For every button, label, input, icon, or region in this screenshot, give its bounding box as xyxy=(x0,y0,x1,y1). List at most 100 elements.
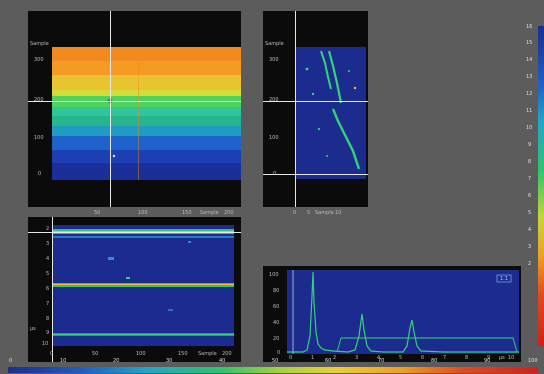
vertical-palette-tick: 8 xyxy=(528,159,532,165)
horizontal-palette-tick: 0 xyxy=(9,358,13,364)
a-scan-x-tick: 7 xyxy=(443,355,447,361)
vertical-palette-tick: 3 xyxy=(528,244,532,250)
a-scan-plot xyxy=(287,270,519,354)
b-scan-x-tick: 10 xyxy=(335,210,342,216)
d-scan-y-tick: 3 xyxy=(46,241,50,247)
a-scan-x-tick: 8 xyxy=(465,355,469,361)
vertical-palette-tick: 2 xyxy=(528,261,532,267)
horizontal-palette-tick: 90 xyxy=(484,358,491,364)
c-scan-x-tick: 100 xyxy=(138,210,148,216)
a-scan-x-tick: 3 xyxy=(355,355,359,361)
a-scan-y-tick: 40 xyxy=(273,320,280,326)
vertical-palette-tick: 16 xyxy=(526,24,533,30)
vertical-palette-tick: 10 xyxy=(526,125,533,131)
horizontal-palette-tick: 30 xyxy=(166,358,173,364)
a-scan-panel[interactable]: 1:1 100 80 60 40 20 0 0 1 2 3 4 5 6 7 8 … xyxy=(263,266,521,362)
vertical-palette-tick: 11 xyxy=(526,108,533,114)
vertical-color-palette[interactable]: 16 15 14 13 12 11 10 9 8 7 6 5 4 3 2 xyxy=(524,20,544,346)
vertical-palette-tick: 9 xyxy=(528,142,532,148)
vertical-palette-tick: 7 xyxy=(528,176,532,182)
vertical-palette-tick: 12 xyxy=(526,91,533,97)
c-scan-x-unit: Sample xyxy=(200,210,219,216)
b-scan-cursor-bottom[interactable] xyxy=(263,174,368,175)
c-scan-y-tick: 300 xyxy=(34,57,44,63)
d-scan-panel[interactable]: 2 3 4 5 6 7 8 μs 9 10 0 50 100 150 Sampl… xyxy=(28,217,241,362)
vertical-palette-tick: 5 xyxy=(528,210,532,216)
horizontal-palette-bar xyxy=(8,367,538,373)
d-scan-y-tick: 10 xyxy=(42,341,49,347)
horizontal-palette-tick: 50 xyxy=(272,358,279,364)
a-scan-y-tick: 100 xyxy=(269,272,279,278)
b-scan-cursor-top[interactable] xyxy=(263,101,368,102)
a-scan-x-unit: μs xyxy=(499,355,505,361)
c-scan-y-tick: 200 xyxy=(34,97,44,103)
d-scan-y-tick: 7 xyxy=(46,301,50,307)
b-scan-y-tick: 0 xyxy=(273,171,277,177)
horizontal-palette-tick: 70 xyxy=(378,358,385,364)
d-scan-y-tick: 5 xyxy=(46,271,50,277)
d-scan-cursor-horizontal[interactable] xyxy=(28,232,241,233)
b-scan-panel[interactable]: Sample 300 200 100 0 0 5 Sample 10 xyxy=(263,11,368,216)
c-scan-x-tick: 200 xyxy=(224,210,234,216)
a-scan-x-tick: 6 xyxy=(421,355,425,361)
b-scan-y-tick: 300 xyxy=(269,57,279,63)
vertical-palette-bar xyxy=(538,26,544,346)
a-scan-x-tick: 2 xyxy=(333,355,337,361)
d-scan-y-tick: 6 xyxy=(46,286,50,292)
c-scan-x-tick: 150 xyxy=(182,210,192,216)
b-scan-y-tick: 200 xyxy=(269,97,279,103)
horizontal-palette-tick: 10 xyxy=(60,358,67,364)
a-scan-x-tick: 9 xyxy=(487,355,491,361)
a-scan-x-tick: 4 xyxy=(377,355,381,361)
a-scan-badge[interactable]: 1:1 xyxy=(500,276,509,282)
horizontal-palette-tick: 20 xyxy=(113,358,120,364)
c-scan-cursor-horizontal[interactable] xyxy=(28,101,241,102)
b-scan-y-tick: 100 xyxy=(269,135,279,141)
horizontal-color-palette[interactable]: 0 10 20 30 40 50 60 70 80 90 100 xyxy=(0,354,544,374)
vertical-palette-tick: 15 xyxy=(526,40,533,46)
a-scan-waveform xyxy=(287,271,519,353)
b-scan-x-tick: 5 xyxy=(307,210,311,216)
d-scan-x-unit: Sample xyxy=(198,351,217,357)
d-scan-x-tick: 100 xyxy=(136,351,146,357)
a-scan-y-tick: 0 xyxy=(277,350,281,356)
horizontal-palette-tick: 60 xyxy=(325,358,332,364)
vertical-palette-tick: 14 xyxy=(526,57,533,63)
vertical-palette-tick: 13 xyxy=(526,74,533,80)
d-scan-y-tick: 9 xyxy=(46,330,50,336)
horizontal-palette-tick: 100 xyxy=(528,358,538,364)
b-scan-x-unit: Sample xyxy=(315,210,334,216)
c-scan-image xyxy=(52,47,241,180)
b-scan-y-unit: Sample xyxy=(265,41,284,47)
a-scan-x-tick: 1 xyxy=(311,355,315,361)
c-scan-y-tick: 100 xyxy=(34,135,44,141)
d-scan-image xyxy=(52,225,234,346)
horizontal-palette-tick: 80 xyxy=(431,358,438,364)
c-scan-y-unit: Sample xyxy=(30,41,49,47)
d-scan-x-tick: 0 xyxy=(50,351,54,357)
b-scan-image xyxy=(295,47,366,179)
d-scan-x-tick: 50 xyxy=(92,351,99,357)
d-scan-x-tick: 150 xyxy=(178,351,188,357)
a-scan-x-tick: 0 xyxy=(289,355,293,361)
d-scan-y-unit: μs xyxy=(30,326,36,332)
a-scan-y-tick: 80 xyxy=(273,288,280,294)
a-scan-x-tick: 5 xyxy=(399,355,403,361)
vertical-palette-tick: 4 xyxy=(528,227,532,233)
b-scan-cursor-vertical[interactable] xyxy=(295,11,296,207)
c-scan-y-tick: 0 xyxy=(38,171,42,177)
c-scan-panel[interactable]: Sample 300 200 100 0 50 100 150 Sample 2… xyxy=(28,11,241,216)
d-scan-y-tick: 4 xyxy=(46,256,50,262)
horizontal-palette-tick: 40 xyxy=(219,358,226,364)
a-scan-x-tick: 10 xyxy=(508,355,515,361)
d-scan-cursor-vertical[interactable] xyxy=(52,217,53,362)
a-scan-gate xyxy=(336,337,518,353)
c-scan-cursor-vertical[interactable] xyxy=(110,11,111,207)
c-scan-x-tick: 50 xyxy=(94,210,101,216)
a-scan-y-tick: 60 xyxy=(273,304,280,310)
vertical-palette-tick: 6 xyxy=(528,193,532,199)
d-scan-x-tick: 200 xyxy=(222,351,232,357)
b-scan-x-tick: 0 xyxy=(293,210,297,216)
d-scan-y-tick: 8 xyxy=(46,316,50,322)
